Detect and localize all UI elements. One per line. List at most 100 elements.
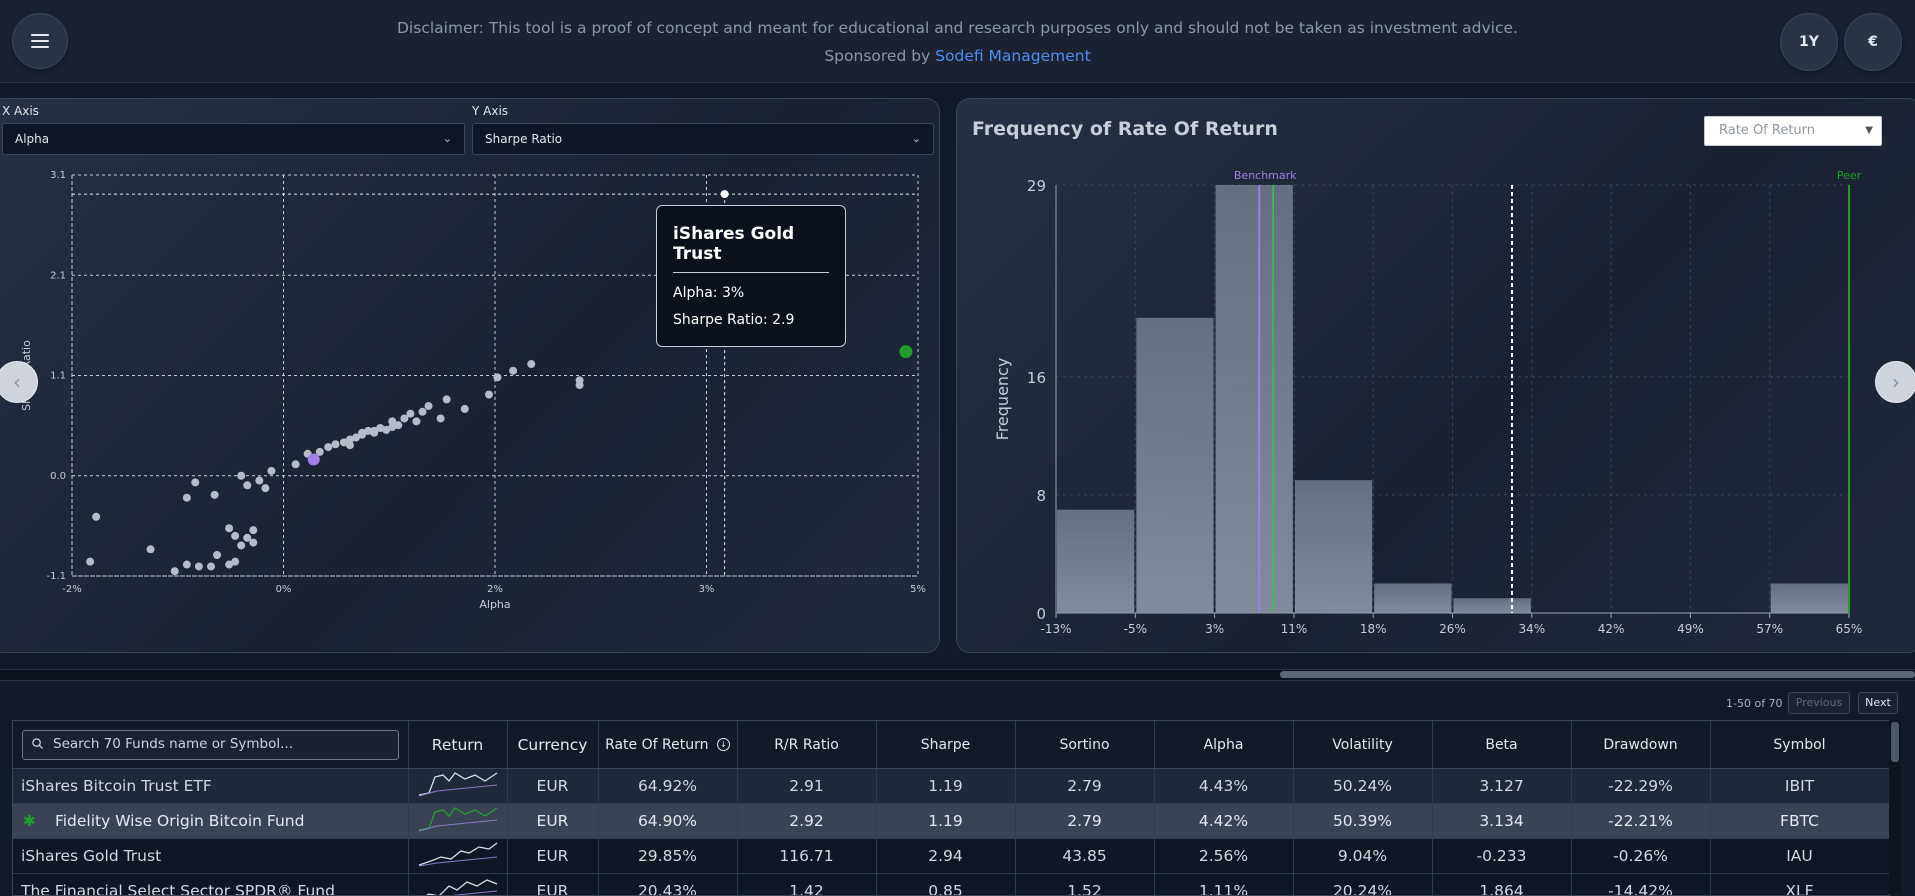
scatter-point	[92, 513, 100, 521]
search-icon	[32, 738, 43, 749]
y-axis-title: Frequency	[993, 358, 1012, 441]
y-axis-select[interactable]: Sharpe Ratio ⌄	[472, 123, 934, 155]
sponsor-link[interactable]: Sodefi Management	[935, 47, 1091, 65]
table-row[interactable]: iShares Gold Trust EUR 29.85% 116.71 2.9…	[13, 839, 1889, 874]
symbol-cell: IBIT	[1710, 769, 1889, 804]
scatter-point	[231, 532, 239, 540]
y-tick-label: 16	[1027, 369, 1046, 387]
currency-button[interactable]: €	[1844, 13, 1902, 71]
volatility-cell: 20.24%	[1293, 874, 1432, 896]
metric-select-value: Rate Of Return	[1719, 123, 1815, 138]
previous-page-button[interactable]: Previous	[1788, 692, 1850, 714]
scatter-point	[461, 405, 469, 413]
x-tick-label: 18%	[1360, 622, 1387, 636]
column-header-drawdown[interactable]: Drawdown	[1571, 721, 1710, 769]
x-axis-select[interactable]: Alpha ⌄	[2, 123, 465, 155]
scatter-point	[195, 562, 203, 570]
sharpe-cell: 0.85	[876, 874, 1015, 896]
hamburger-menu-button[interactable]	[12, 13, 68, 69]
sortino-cell: 2.79	[1015, 804, 1154, 839]
table-header-row: Search 70 Funds name or Symbol... Return…	[13, 721, 1889, 769]
menu-icon	[31, 34, 49, 48]
drawdown-cell: -22.21%	[1571, 804, 1710, 839]
scatter-point	[183, 494, 191, 502]
pager-info: 1-50 of 70	[1726, 697, 1783, 710]
scatter-point	[261, 484, 269, 492]
x-tick-label: 49%	[1677, 622, 1704, 636]
scatter-point	[493, 373, 501, 381]
column-header-alpha[interactable]: Alpha	[1154, 721, 1293, 769]
next-page-button[interactable]: Next	[1858, 692, 1898, 714]
scatter-point	[249, 526, 257, 534]
y-axis-select-value: Sharpe Ratio	[485, 132, 562, 146]
rr-ratio-cell: 2.91	[737, 769, 876, 804]
column-header-symbol[interactable]: Symbol	[1710, 721, 1889, 769]
fund-name-cell[interactable]: ✱ Fidelity Wise Origin Bitcoin Fund	[13, 804, 408, 839]
x-tick-label: 5%	[910, 584, 926, 595]
histogram-chart[interactable]: 081629-13%-5%3%11%18%26%34%42%49%57%65%F…	[960, 160, 1880, 640]
scatter-point	[509, 367, 517, 375]
y-tick-label: 3.1	[50, 170, 66, 181]
volatility-cell: 50.24%	[1293, 769, 1432, 804]
scatter-point	[249, 539, 257, 547]
currency-cell: EUR	[507, 839, 598, 874]
scatter-point	[147, 545, 155, 553]
drawdown-cell: -0.26%	[1571, 839, 1710, 874]
table-row[interactable]: The Financial Select Sector SPDR® Fund E…	[13, 874, 1889, 896]
scatter-point	[267, 467, 275, 475]
fund-name[interactable]: iShares Gold Trust	[13, 839, 408, 874]
return-sparkline	[408, 874, 507, 896]
chevron-down-icon: ⌄	[443, 124, 452, 154]
x-tick-label: 11%	[1281, 622, 1308, 636]
x-tick-label: -2%	[62, 584, 81, 595]
tooltip-sharpe: Sharpe Ratio: 2.9	[673, 312, 829, 328]
return-sparkline	[408, 804, 507, 839]
fund-name[interactable]: iShares Bitcoin Trust ETF	[13, 769, 408, 804]
rr-ratio-cell: 2.92	[737, 804, 876, 839]
y-tick-label: 29	[1027, 177, 1046, 195]
y-tick-label: 1.1	[50, 371, 66, 382]
y-tick-label: 0	[1036, 605, 1046, 623]
column-header-rr-ratio[interactable]: R/R Ratio	[737, 721, 876, 769]
scatter-point	[358, 429, 366, 437]
table-row[interactable]: ✱ Fidelity Wise Origin Bitcoin Fund EUR …	[13, 804, 1889, 839]
scatter-point	[485, 391, 493, 399]
sortino-cell: 1.52	[1015, 874, 1154, 896]
search-placeholder: Search 70 Funds name or Symbol...	[53, 736, 293, 752]
column-header-currency[interactable]: Currency	[507, 721, 598, 769]
pin-icon[interactable]: ✱	[23, 812, 36, 830]
metric-select[interactable]: Rate Of Return ▼	[1704, 116, 1882, 146]
horizontal-scrollbar-thumb[interactable]	[1280, 671, 1915, 678]
alpha-cell: 2.56%	[1154, 839, 1293, 874]
column-header-volatility[interactable]: Volatility	[1293, 721, 1432, 769]
scatter-point	[292, 460, 300, 468]
scatter-point	[183, 561, 191, 569]
alpha-cell: 1.11%	[1154, 874, 1293, 896]
sort-down-icon: ↓	[717, 738, 730, 751]
column-header-sortino[interactable]: Sortino	[1015, 721, 1154, 769]
top-bar: Disclaimer: This tool is a proof of conc…	[0, 0, 1915, 83]
column-header-return[interactable]: Return	[408, 721, 507, 769]
search-input[interactable]: Search 70 Funds name or Symbol...	[22, 730, 399, 760]
y-tick-label: -1.1	[46, 571, 66, 582]
histogram-bar	[1454, 598, 1531, 613]
column-header-beta[interactable]: Beta	[1432, 721, 1571, 769]
fund-name: Fidelity Wise Origin Bitcoin Fund	[55, 812, 305, 830]
column-header-rate-of-return-label: Rate Of Return	[605, 737, 708, 753]
period-button[interactable]: 1Y	[1780, 13, 1838, 71]
table-row[interactable]: iShares Bitcoin Trust ETF EUR 64.92% 2.9…	[13, 769, 1889, 804]
scatter-point	[213, 551, 221, 559]
histogram-bar	[1136, 318, 1213, 613]
next-chart-button[interactable]: ›	[1875, 361, 1915, 403]
scatter-point	[527, 360, 535, 368]
histogram-bar	[1216, 185, 1293, 613]
symbol-cell: IAU	[1710, 839, 1889, 874]
vertical-scrollbar-thumb[interactable]	[1891, 722, 1899, 762]
column-header-rate-of-return[interactable]: Rate Of Return ↓	[598, 721, 737, 769]
funds-table: Search 70 Funds name or Symbol... Return…	[12, 720, 1890, 896]
fund-name[interactable]: The Financial Select Sector SPDR® Fund	[13, 874, 408, 896]
x-tick-label: 2%	[487, 584, 503, 595]
scatter-point	[406, 410, 414, 418]
x-tick-label: 42%	[1598, 622, 1625, 636]
column-header-sharpe[interactable]: Sharpe	[876, 721, 1015, 769]
